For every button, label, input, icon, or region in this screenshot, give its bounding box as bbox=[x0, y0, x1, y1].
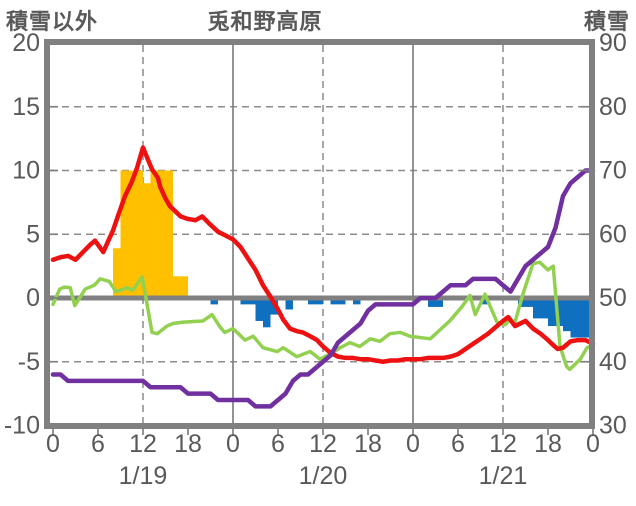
orange-bars-bar bbox=[128, 170, 136, 298]
blue-bars-bar bbox=[248, 298, 256, 305]
orange-bars-bar bbox=[113, 248, 121, 298]
blue-bars-bar bbox=[578, 298, 586, 338]
chart-title: 兎和野高原 bbox=[207, 9, 323, 34]
orange-bars-bar bbox=[143, 183, 151, 298]
orange-bars-bar bbox=[180, 276, 188, 298]
blue-bars-bar bbox=[263, 298, 271, 328]
left-axis-tick-label: 10 bbox=[12, 157, 40, 185]
left-axis-tick-label: 20 bbox=[12, 29, 40, 57]
orange-bars-bar bbox=[120, 170, 128, 298]
blue-bars-bar bbox=[308, 298, 316, 305]
orange-bars-bar bbox=[165, 170, 173, 298]
left-axis-tick-label: 5 bbox=[26, 220, 40, 248]
blue-bars-bar bbox=[570, 298, 578, 338]
hour-tick-label: 18 bbox=[354, 430, 382, 458]
left-axis-title: 積雪以外 bbox=[6, 9, 99, 34]
hour-tick-label: 12 bbox=[489, 430, 517, 458]
right-axis-tick-label: 50 bbox=[599, 284, 627, 312]
blue-bars-bar bbox=[525, 298, 533, 307]
hour-tick-label: 6 bbox=[271, 430, 285, 458]
hour-tick-label: 6 bbox=[91, 430, 105, 458]
orange-bars-bar bbox=[150, 170, 158, 298]
hour-tick-label: 18 bbox=[534, 430, 562, 458]
hour-tick-label: 12 bbox=[309, 430, 337, 458]
blue-bars-bar bbox=[563, 298, 571, 332]
blue-bars-bar bbox=[338, 298, 346, 305]
right-axis-tick-label: 80 bbox=[599, 93, 627, 121]
blue-bars-bar bbox=[285, 298, 293, 310]
orange-bars-bar bbox=[158, 170, 166, 298]
date-label: 1/20 bbox=[299, 462, 348, 490]
blue-bars-bar bbox=[255, 298, 263, 321]
blue-bars-bar bbox=[240, 298, 248, 305]
blue-bars-bar bbox=[548, 298, 556, 327]
hour-tick-label: 18 bbox=[174, 430, 202, 458]
blue-bars-bar bbox=[353, 298, 361, 305]
date-label: 1/21 bbox=[479, 462, 528, 490]
green-line bbox=[51, 260, 595, 372]
blue-bars-bar bbox=[555, 298, 563, 327]
blue-bars-bar bbox=[428, 298, 436, 307]
left-axis-tick-label: 0 bbox=[26, 284, 40, 312]
blue-bars-bar bbox=[540, 298, 548, 319]
hour-tick-label: 0 bbox=[226, 430, 240, 458]
right-axis-title: 積雪 bbox=[583, 9, 630, 34]
left-axis-tick-label: -5 bbox=[18, 348, 40, 376]
plot-frame bbox=[44, 39, 595, 429]
left-axis-tick-label: -10 bbox=[4, 412, 40, 440]
blue-bars-bar bbox=[210, 298, 218, 305]
blue-bars-bar bbox=[315, 298, 323, 305]
date-label: 1/19 bbox=[119, 462, 168, 490]
right-axis-tick-label: 70 bbox=[599, 157, 627, 185]
blue-bars-bar bbox=[480, 298, 488, 305]
red-line bbox=[50, 145, 596, 364]
blue-bars-bar bbox=[330, 298, 338, 305]
right-axis-tick-label: 90 bbox=[599, 29, 627, 57]
right-axis-tick-label: 40 bbox=[599, 348, 627, 376]
hour-tick-label: 12 bbox=[129, 430, 157, 458]
hour-tick-label: 0 bbox=[406, 430, 420, 458]
hour-tick-label: 0 bbox=[586, 430, 600, 458]
hour-tick-label: 0 bbox=[46, 430, 60, 458]
orange-bars-bar bbox=[173, 276, 181, 298]
hour-tick-label: 6 bbox=[451, 430, 465, 458]
blue-bars-bar bbox=[435, 298, 443, 307]
blue-bars-bar bbox=[533, 298, 541, 319]
right-axis-tick-label: 60 bbox=[599, 220, 627, 248]
purple-line bbox=[50, 168, 596, 409]
right-axis-tick-label: 30 bbox=[599, 412, 627, 440]
left-axis-tick-label: 15 bbox=[12, 93, 40, 121]
orange-bars-bar bbox=[135, 170, 143, 298]
